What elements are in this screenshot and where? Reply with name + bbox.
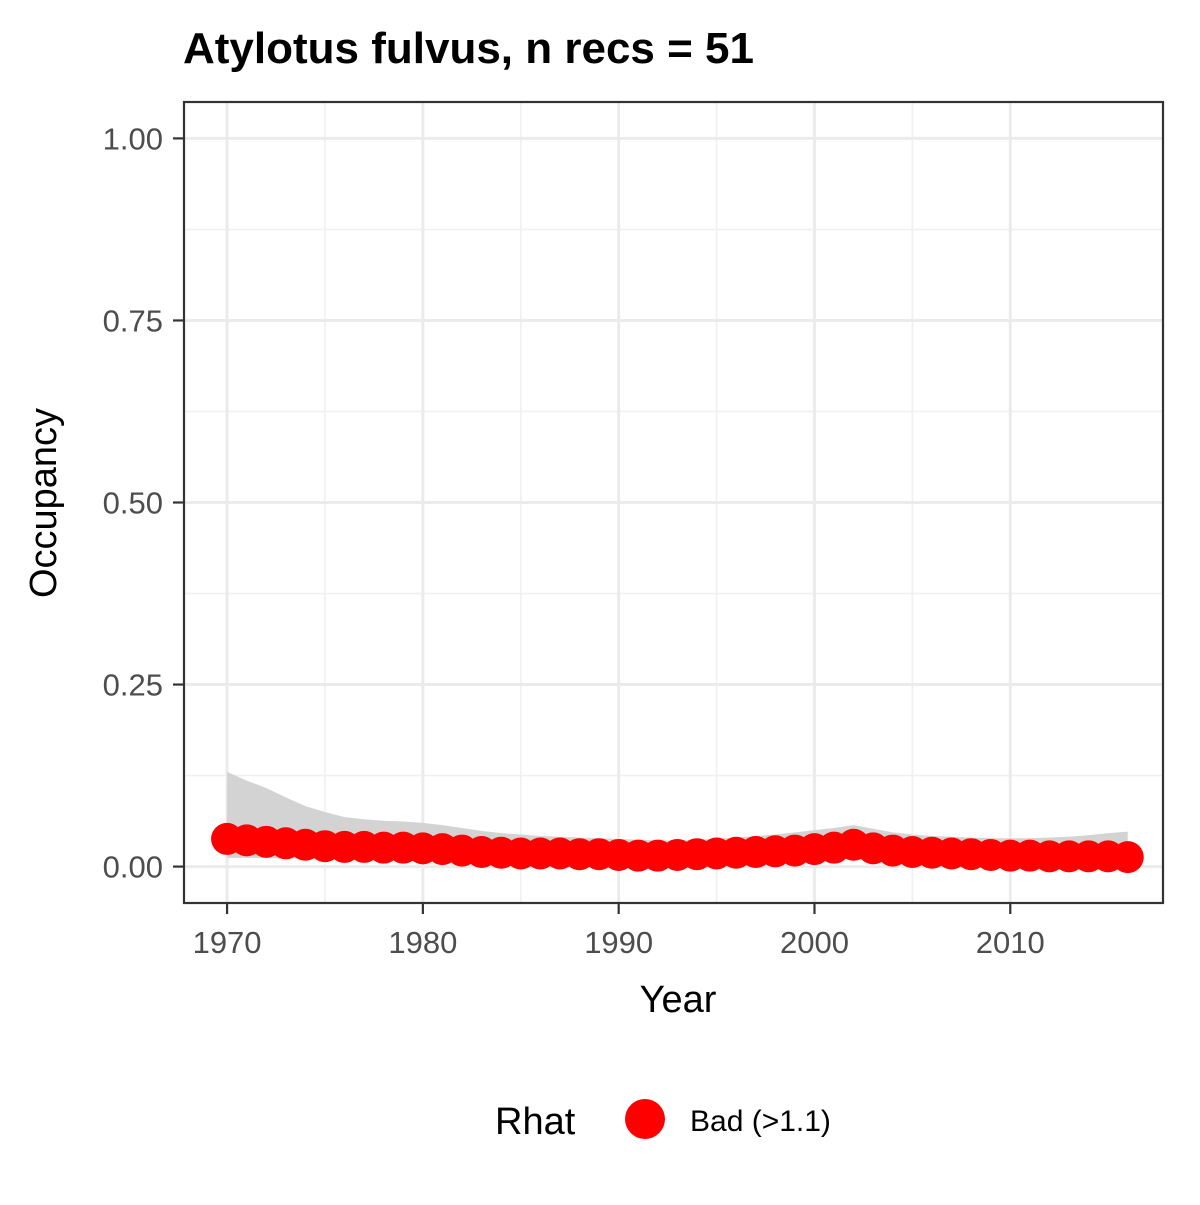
legend-label-bad: Bad (>1.1) bbox=[690, 1105, 831, 1138]
x-axis-title: Year bbox=[640, 979, 717, 1021]
x-tick-label: 2000 bbox=[780, 925, 849, 960]
y-axis-title: Occupancy bbox=[23, 408, 65, 598]
legend-title: Rhat bbox=[495, 1101, 576, 1143]
y-tick-label: 0.25 bbox=[103, 668, 163, 703]
x-tick-label: 1970 bbox=[193, 925, 262, 960]
y-tick-label: 1.00 bbox=[103, 121, 163, 156]
x-tick-label: 2010 bbox=[976, 925, 1045, 960]
legend-key-bad bbox=[625, 1099, 665, 1139]
y-tick-label: 0.00 bbox=[103, 850, 163, 885]
y-tick-label: 0.50 bbox=[103, 486, 163, 521]
plot-panel bbox=[173, 100, 1165, 914]
x-tick-label: 1980 bbox=[388, 925, 457, 960]
x-tick-label: 1990 bbox=[584, 925, 653, 960]
legend: Rhat Bad (>1.1) bbox=[495, 1099, 831, 1143]
data-point bbox=[1111, 841, 1144, 874]
chart-title: Atylotus fulvus, n recs = 51 bbox=[183, 24, 754, 73]
y-tick-label: 0.75 bbox=[103, 303, 163, 338]
